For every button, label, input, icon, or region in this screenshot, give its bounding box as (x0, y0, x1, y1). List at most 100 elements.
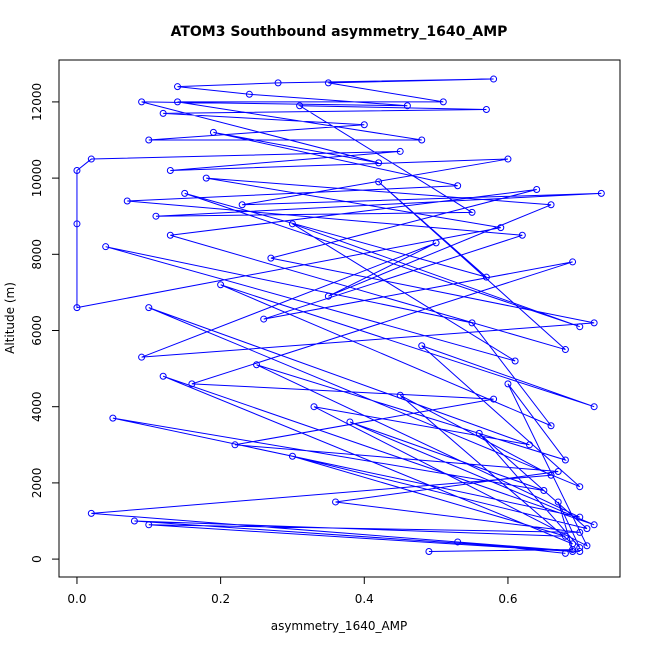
y-tick-label: 6000 (30, 315, 44, 346)
data-point (109, 414, 117, 422)
x-tick-label: 0.2 (211, 592, 230, 606)
x-tick-label: 0.4 (355, 592, 374, 606)
data-point (547, 201, 555, 209)
data-point (209, 128, 217, 136)
y-tick-label: 10000 (30, 159, 44, 197)
data-point (561, 549, 569, 557)
data-point (583, 542, 591, 550)
y-tick-label: 0 (30, 555, 44, 563)
data-point (231, 441, 239, 449)
data-point (245, 90, 253, 98)
data-point (346, 418, 354, 426)
data-point (554, 467, 562, 475)
data-point (181, 189, 189, 197)
data-point (482, 273, 490, 281)
x-axis-label: asymmetry_1640_AMP (271, 619, 408, 633)
data-point (475, 429, 483, 437)
data-point (145, 136, 153, 144)
data-point (540, 487, 548, 495)
data-point (296, 102, 304, 110)
data-point (130, 517, 138, 525)
data-point (138, 353, 146, 361)
data-point (324, 79, 332, 87)
data-point (360, 121, 368, 129)
data-point (138, 98, 146, 106)
data-point (468, 208, 476, 216)
data-point (590, 403, 598, 411)
data-point (576, 483, 584, 491)
data-point (73, 220, 81, 228)
data-point (166, 166, 174, 174)
data-point (569, 540, 577, 548)
y-tick-label: 2000 (30, 468, 44, 499)
data-point (102, 243, 110, 251)
data-point (159, 109, 167, 117)
chart-title: ATOM3 Southbound asymmetry_1640_AMP (171, 24, 508, 40)
data-point (490, 395, 498, 403)
data-point (375, 178, 383, 186)
data-point (432, 239, 440, 247)
data-point (425, 547, 433, 555)
data-point (454, 538, 462, 546)
data-point (561, 532, 569, 540)
data-point (332, 498, 340, 506)
data-point (576, 323, 584, 331)
data-point (576, 547, 584, 555)
data-point (490, 75, 498, 83)
y-tick-label: 12000 (30, 83, 44, 121)
data-point (576, 528, 584, 536)
data-point (87, 155, 95, 163)
data-point (576, 544, 584, 552)
data-point (324, 292, 332, 300)
data-point (123, 197, 131, 205)
data-point (597, 189, 605, 197)
data-point (73, 166, 81, 174)
data-point (525, 441, 533, 449)
data-point (87, 509, 95, 517)
plot-frame (58, 59, 621, 578)
data-point (288, 452, 296, 460)
data-point (166, 231, 174, 239)
data-point (439, 98, 447, 106)
data-point (418, 136, 426, 144)
data-point (569, 547, 577, 555)
data-point (188, 380, 196, 388)
data-point (288, 220, 296, 228)
y-axis-label: Altitude (m) (3, 282, 17, 354)
data-point (159, 372, 167, 380)
data-point (73, 304, 81, 312)
data-point (561, 456, 569, 464)
data-point (504, 380, 512, 388)
y-tick-label: 8000 (30, 239, 44, 270)
x-tick-label: 0.6 (498, 592, 517, 606)
data-point (202, 174, 210, 182)
data-point (561, 346, 569, 354)
data-point (152, 212, 160, 220)
data-point (511, 357, 519, 365)
data-point (576, 513, 584, 521)
data-point (590, 319, 598, 327)
data-point (403, 102, 411, 110)
y-tick-label: 4000 (30, 391, 44, 422)
data-point (267, 254, 275, 262)
data-point (174, 83, 182, 91)
data-point (533, 186, 541, 194)
data-point (569, 258, 577, 266)
data-point (217, 281, 225, 289)
data-point (174, 98, 182, 106)
data-line (76, 78, 602, 554)
data-point (590, 521, 598, 529)
data-point (497, 224, 505, 232)
data-point (238, 201, 246, 209)
data-point (310, 403, 318, 411)
data-point (547, 422, 555, 430)
data-point (396, 147, 404, 155)
data-point (468, 319, 476, 327)
data-point (274, 79, 282, 87)
data-point (145, 521, 153, 529)
data-point (375, 159, 383, 167)
data-point (418, 342, 426, 350)
data-point (547, 471, 555, 479)
data-point (482, 106, 490, 114)
